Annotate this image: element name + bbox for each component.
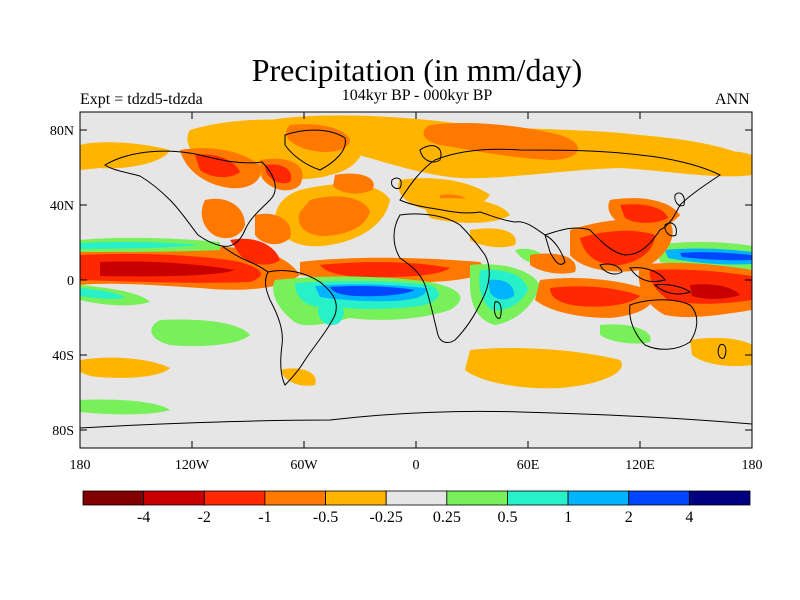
colorbar-swatch bbox=[628, 490, 690, 506]
colorbar-swatch bbox=[688, 490, 751, 506]
colorbar-label: -0.5 bbox=[312, 509, 339, 526]
lat-tick-label: 0 bbox=[67, 274, 74, 289]
colorbar-swatch bbox=[203, 490, 266, 506]
coastlines bbox=[80, 129, 752, 429]
season-label: ANN bbox=[715, 91, 750, 108]
colorbar-swatch bbox=[264, 490, 326, 506]
anomaly-fields bbox=[80, 115, 752, 415]
colorbar-swatch bbox=[385, 490, 448, 506]
lon-tick-label: 180 bbox=[742, 458, 763, 473]
colorbar-label: -4 bbox=[136, 509, 151, 526]
colorbar-label: -1 bbox=[258, 509, 272, 526]
colorbar-label: 2 bbox=[624, 509, 633, 526]
lat-tick-label: 40N bbox=[50, 199, 74, 214]
colorbar-label: -0.25 bbox=[369, 509, 403, 526]
colorbar-label: 4 bbox=[685, 509, 694, 526]
colorbar-swatch bbox=[507, 490, 569, 506]
lat-tick-label: 80S bbox=[52, 424, 74, 439]
lon-tick-label: 60W bbox=[290, 458, 318, 473]
lon-tick-label: 120E bbox=[625, 458, 655, 473]
lon-tick-label: 120W bbox=[175, 458, 210, 473]
longitude-axis: 180 120W 60W 0 60E 120E 180 bbox=[70, 112, 763, 473]
colorbar-label: 0.5 bbox=[497, 509, 518, 526]
colorbar-label: 0.25 bbox=[432, 509, 461, 526]
colorbar-swatch bbox=[567, 490, 630, 506]
period-label: 104kyr BP - 000kyr BP bbox=[341, 87, 493, 104]
lon-tick-label: 60E bbox=[517, 458, 540, 473]
lat-tick-label: 40S bbox=[52, 349, 74, 364]
colorbar-swatch bbox=[446, 490, 508, 506]
colorbar-swatch bbox=[143, 490, 205, 506]
lat-tick-label: 80N bbox=[50, 124, 74, 139]
map-title: Precipitation (in mm/day) bbox=[251, 52, 583, 88]
colorbar-label: 1 bbox=[564, 509, 573, 526]
colorbar-swatch bbox=[82, 490, 145, 506]
latitude-axis: 80N 40N 0 40S 80S bbox=[50, 124, 752, 439]
experiment-label: Expt = tdzd5-tdzda bbox=[80, 91, 203, 108]
colorbar-label: -2 bbox=[197, 509, 211, 526]
lon-tick-label: 180 bbox=[70, 458, 91, 473]
colorbar bbox=[82, 490, 751, 506]
lon-tick-label: 0 bbox=[413, 458, 420, 473]
colorbar-swatch bbox=[325, 490, 387, 506]
